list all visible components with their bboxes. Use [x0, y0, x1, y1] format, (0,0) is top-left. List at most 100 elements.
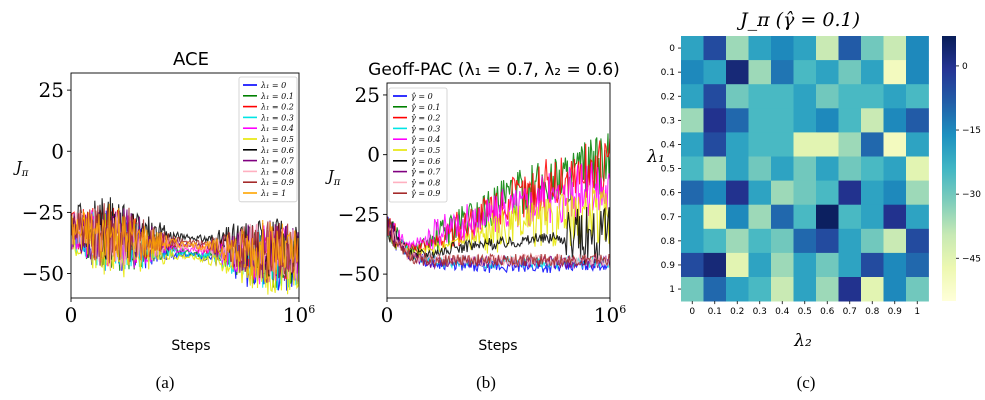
heatmap-cell — [838, 60, 862, 85]
heatmap-cell — [838, 204, 862, 230]
heatmap-cell — [771, 60, 794, 85]
legend-entry: γ̂ = 0.1 — [411, 103, 440, 112]
y-tick-label: 0.5 — [661, 165, 675, 175]
heatmap-cell — [883, 277, 907, 302]
heatmap-cell — [771, 277, 794, 302]
heatmap-cell — [748, 156, 772, 181]
x-tick-label: 0 — [65, 303, 78, 327]
heatmap-cell — [793, 132, 817, 157]
heatmap-cell — [883, 156, 907, 181]
x-tick-label: 0.9 — [888, 307, 903, 317]
heatmap-cell — [771, 132, 794, 157]
heatmap-cell — [771, 36, 794, 61]
colorbar-tick-label: −15 — [962, 126, 981, 136]
legend-entry: λ₁ = 1 — [260, 189, 286, 198]
legend-entry: γ̂ = 0.6 — [411, 157, 440, 166]
heatmap-cell — [681, 156, 704, 181]
x-tick-label: 0.2 — [730, 307, 744, 317]
legend-entry: λ₁ = 0.3 — [260, 113, 294, 122]
heatmap-cell — [793, 60, 817, 85]
heatmap-cell — [681, 108, 704, 133]
panel-a-xlabel: Steps — [171, 338, 210, 354]
panel-b-ylabel: Jπ — [325, 167, 341, 188]
heatmap-cell — [883, 108, 907, 133]
series-line-0.5 — [387, 187, 610, 260]
heatmap-cell — [906, 252, 929, 278]
heatmap-cell — [703, 132, 727, 157]
heatmap-cell — [906, 180, 929, 206]
heatmap-cell — [703, 277, 727, 302]
legend-entry: λ₁ = 0.8 — [260, 167, 294, 176]
y-tick-label: −50 — [22, 262, 64, 286]
heatmap-cell — [681, 180, 704, 206]
y-tick-label: −25 — [22, 200, 64, 224]
heatmap-cell — [771, 108, 794, 133]
heatmap-cell — [816, 60, 839, 85]
panel-c-caption: (c) — [797, 373, 816, 392]
heatmap-cell — [906, 204, 929, 230]
legend-entry: γ̂ = 0.4 — [411, 135, 440, 144]
heatmap-cell — [883, 132, 907, 157]
heatmap-cell — [793, 108, 817, 133]
heatmap-cell — [703, 228, 727, 254]
legend-entry: γ̂ = 0.2 — [411, 114, 440, 123]
panel-a-ylabel: Jπ — [13, 158, 29, 179]
heatmap-cell — [748, 60, 772, 85]
legend-entry: γ̂ = 0.9 — [411, 189, 440, 198]
plot-frame — [70, 72, 300, 299]
x-tick-label: 1 — [914, 307, 920, 317]
heatmap-cell — [838, 108, 862, 133]
heatmap-cell — [906, 60, 929, 85]
heatmap-cell — [793, 36, 817, 61]
series-line-0.9 — [387, 215, 610, 268]
heatmap-cell — [861, 180, 884, 206]
legend-entry: λ₁ = 0.9 — [260, 178, 294, 187]
panel-c-ylabel: λ₁ — [646, 147, 665, 167]
heatmap-cell — [748, 108, 772, 133]
heatmap-cell — [838, 36, 862, 61]
legend-entry: λ₁ = 0.7 — [260, 157, 295, 166]
heatmap-cell — [726, 204, 749, 230]
heatmap-cell — [883, 228, 907, 254]
heatmap-cell — [861, 156, 884, 181]
heatmap-cell — [771, 204, 794, 230]
panel-b-title: Geoff-PAC (λ₁ = 0.7, λ₂ = 0.6) — [368, 60, 620, 80]
heatmap-cell — [793, 252, 817, 278]
colorbar-tick-label: −30 — [962, 190, 981, 200]
heatmap-cell — [771, 84, 794, 109]
legend-entry: γ̂ = 0.8 — [411, 178, 440, 187]
y-tick-label: 25 — [39, 78, 64, 102]
panel-c-xlabel: λ₂ — [793, 331, 812, 351]
heatmap-cell — [906, 84, 929, 109]
legend-entry: λ₁ = 0 — [260, 81, 286, 90]
heatmap-cell — [703, 252, 727, 278]
x-tick-label: 0 — [689, 307, 695, 317]
heatmap-cell — [681, 36, 704, 61]
heatmap-cell — [816, 36, 839, 61]
heatmap-cell — [681, 132, 704, 157]
heatmap-cell — [816, 132, 839, 157]
heatmap-cell — [681, 277, 704, 302]
plot-frame — [386, 82, 611, 299]
panel-a-caption: (a) — [156, 373, 175, 392]
heatmap-cell — [838, 252, 862, 278]
heatmap-cell — [793, 228, 817, 254]
heatmap-cell — [816, 228, 839, 254]
heatmap-cell — [816, 252, 839, 278]
heatmap-cell — [883, 60, 907, 85]
heatmap-cell — [793, 180, 817, 206]
heatmap-cell — [681, 84, 704, 109]
y-tick-label: 25 — [355, 83, 380, 107]
x-tick-label: 106 — [283, 303, 315, 327]
heatmap-cell — [748, 132, 772, 157]
heatmap-cell — [703, 60, 727, 85]
heatmap-cell — [703, 204, 727, 230]
heatmap-cell — [861, 108, 884, 133]
legend-entry: γ̂ = 0.7 — [411, 168, 441, 177]
legend-entry: λ₁ = 0.2 — [260, 103, 294, 112]
x-tick-label: 0.6 — [820, 307, 835, 317]
series-line-0.6 — [387, 206, 610, 265]
heatmap-cell — [726, 156, 749, 181]
heatmap-cell — [681, 60, 704, 85]
